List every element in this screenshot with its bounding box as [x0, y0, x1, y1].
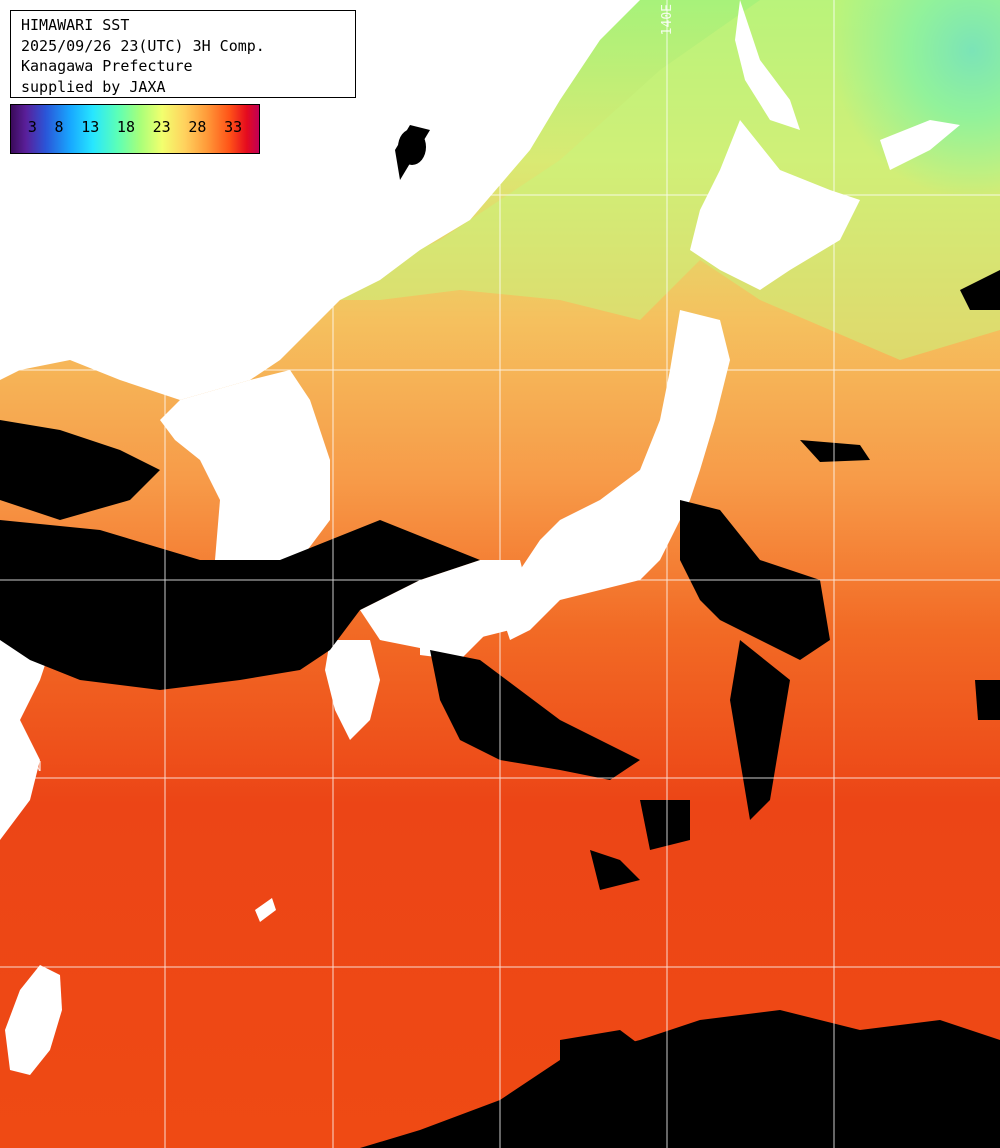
legend-tick: 33 [224, 118, 243, 136]
title-line-1: HIMAWARI SST [21, 16, 130, 34]
legend-tick: 3 [27, 118, 37, 136]
latitude-label-30n: 30N [18, 760, 42, 775]
temperature-color-legend: 3 8 13 18 23 28 33 [10, 104, 260, 154]
cloud-mask [0, 125, 1000, 1148]
title-box: HIMAWARI SST 2025/09/26 23(UTC) 3H Comp.… [10, 10, 356, 98]
longitude-label-140e: 140E [660, 4, 675, 36]
latitude-label-40n: 40N [18, 352, 42, 367]
legend-ticks: 3 8 13 18 23 28 33 [11, 118, 259, 136]
cool-band-north [310, 0, 1000, 360]
legend-tick: 13 [81, 118, 100, 136]
title-line-2: 2025/09/26 23(UTC) 3H Comp. [21, 36, 265, 55]
legend-tick: 23 [152, 118, 171, 136]
title-line-3: Kanagawa Prefecture [21, 57, 193, 75]
legend-tick: 8 [54, 118, 64, 136]
title-line-4: supplied by JAXA [21, 77, 166, 96]
legend-tick: 18 [116, 118, 135, 136]
legend-tick: 28 [188, 118, 207, 136]
